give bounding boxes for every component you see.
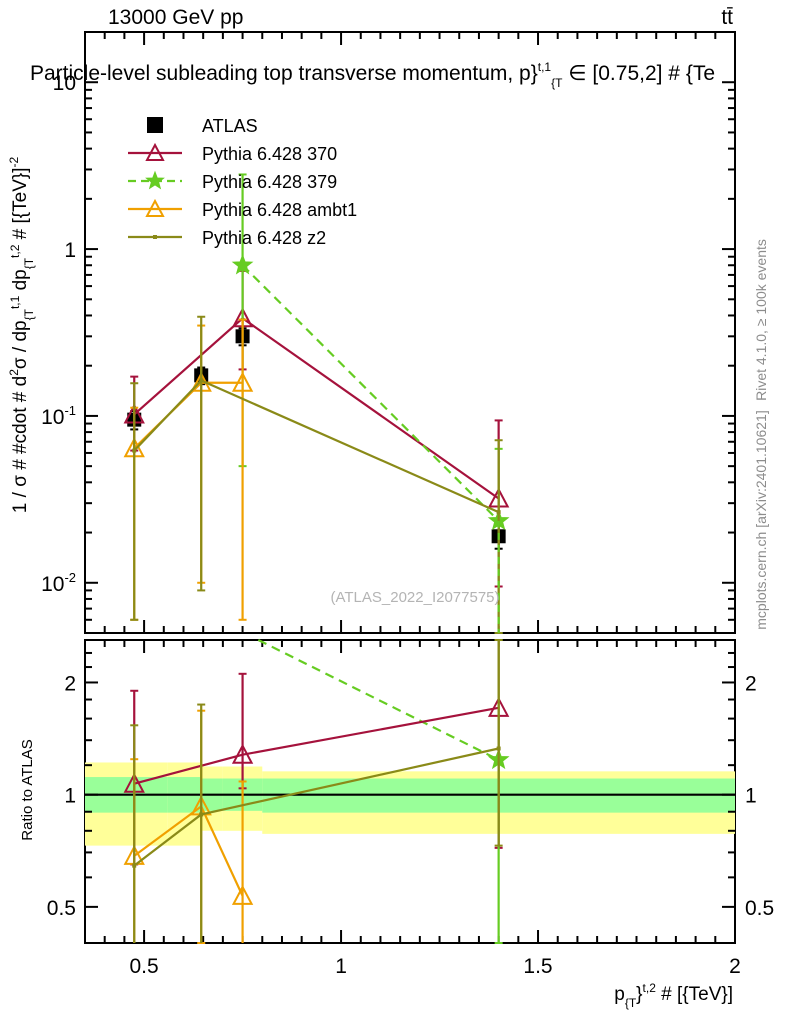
main-point-Pythia-6.428-z2 [132, 448, 137, 453]
main-point-Pythia-6.428-z2 [199, 378, 204, 383]
main-point-Pythia-6.428-379 [231, 253, 254, 275]
ratio-y-tick-label: 0.5 [47, 897, 76, 920]
rivet-version-label: Rivet 4.1.0, ≥ 100k events [753, 239, 769, 401]
x-tick-label: 2 [729, 955, 741, 978]
legend-label-4: Pythia 6.428 z2 [202, 228, 326, 248]
ratio-y-tick-label: 2 [64, 672, 76, 695]
y-tick-label: 1 [64, 239, 76, 262]
ratio-point-Pythia-6.428-z2 [199, 812, 204, 817]
ratio-379-entry [257, 639, 500, 761]
ratio-point-Pythia-6.428-z2 [132, 863, 137, 868]
main-series-line [133, 316, 500, 500]
process-label: tt̄ [721, 6, 733, 29]
x-tick-label: 1 [335, 955, 347, 978]
y-tick-label: 10-1 [41, 403, 76, 429]
ratio-axis-title: Ratio to ATLAS [19, 739, 36, 840]
legend-label-1: Pythia 6.428 370 [202, 144, 337, 164]
main-point-Pythia-6.428-ambt1 [231, 371, 254, 392]
x-tick-label: 1.5 [523, 955, 552, 978]
ratio-point-Pythia-6.428-370 [231, 743, 254, 764]
mcplots-source-label: mcplots.cern.ch [arXiv:2401.10621] [753, 410, 769, 629]
main-series-line [241, 264, 500, 522]
main-series-line [133, 379, 500, 514]
y-tick-label: 10-2 [41, 570, 76, 596]
ratio-y-tick-label-right: 1 [745, 785, 757, 808]
dataset-watermark: (ATLAS_2022_I2077575) [330, 589, 499, 606]
legend-label-2: Pythia 6.428 379 [202, 172, 337, 192]
beam-energy-label: 13000 GeV pp [108, 6, 243, 29]
legend-label-3: Pythia 6.428 ambt1 [202, 200, 357, 220]
ratio-series-line [133, 706, 499, 785]
legend-label-0: ATLAS [202, 116, 258, 136]
main-plot-frame [84, 31, 736, 634]
x-axis-title: p{T}t,2 # [{TeV}] [614, 981, 733, 1010]
legend-marker-2 [145, 170, 165, 190]
y-axis-title: 1 / σ # #cdot # d2σ / dp{Tt,1 dp{Tt,2 # … [7, 156, 36, 513]
legend-marker-0 [147, 117, 163, 133]
page-title: Particle-level subleading top transverse… [30, 60, 715, 90]
legend-marker-3 [145, 198, 165, 217]
ratio-y-tick-label: 1 [64, 785, 76, 808]
y-tick-label: 10 [53, 72, 76, 95]
ratio-y-tick-label-right: 2 [745, 672, 757, 695]
ratio-y-tick-label-right: 0.5 [745, 897, 774, 920]
legend-marker-4 [153, 235, 157, 239]
ratio-point-Pythia-6.428-ambt1 [231, 884, 254, 905]
ratio-point-Pythia-6.428-z2 [496, 746, 501, 751]
main-point-Pythia-6.428-z2 [496, 510, 501, 515]
legend-marker-1 [145, 142, 165, 161]
x-tick-label: 0.5 [129, 955, 158, 978]
